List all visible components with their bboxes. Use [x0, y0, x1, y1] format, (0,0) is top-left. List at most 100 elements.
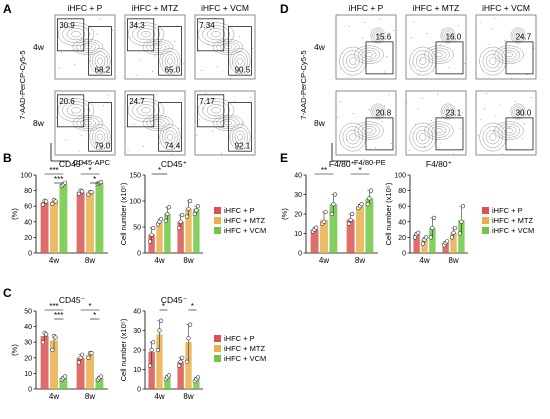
legend-label: iHFC + MTZ: [492, 216, 533, 225]
data-point: [149, 347, 154, 353]
y-tick-label: 60: [398, 204, 406, 211]
event-dot: [134, 123, 136, 125]
bar: [329, 204, 338, 253]
chart-title: CD45⁺: [161, 159, 187, 169]
contour-line: [212, 39, 244, 55]
event-dot: [508, 126, 510, 128]
contour-line: [372, 29, 384, 42]
significance-label: ***: [54, 311, 63, 320]
event-dot: [71, 112, 73, 114]
flow-plot: 7.34 90.5: [194, 14, 256, 80]
y-tick-label: 20: [24, 355, 32, 362]
contour-line: [370, 27, 386, 44]
bar: [148, 234, 155, 253]
contour-line: [424, 121, 454, 140]
event-dot: [377, 33, 379, 35]
contour-line: [57, 98, 95, 122]
event-dot: [232, 62, 234, 64]
contour-line: [229, 124, 251, 151]
panel-letter-e: E: [280, 151, 288, 165]
event-dot: [198, 21, 200, 23]
event-dot: [156, 93, 158, 95]
y-tick-label: 40: [24, 324, 32, 331]
event-dot: [375, 146, 377, 148]
bar: [164, 377, 171, 389]
event-dot: [457, 25, 459, 27]
event-dot: [183, 63, 185, 65]
condition-label: iHFC + MTZ: [413, 3, 460, 13]
data-point: [98, 179, 104, 185]
event-dot: [461, 112, 463, 114]
bar: [320, 219, 328, 253]
y-tick-label: 60: [24, 204, 32, 211]
significance-label: *: [88, 302, 91, 311]
contour-line: [84, 120, 92, 126]
event-dot: [335, 14, 337, 16]
y-tick-label: 40: [398, 219, 406, 226]
event-dot: [417, 74, 419, 76]
data-point: [44, 332, 49, 337]
event-dot: [145, 33, 147, 35]
data-point: [188, 198, 193, 204]
event-dot: [517, 51, 519, 53]
data-point: [195, 204, 201, 209]
data-point: [147, 363, 153, 368]
gate-f480-pos: [435, 117, 464, 151]
data-point: [44, 199, 49, 204]
flow-x-axis-label: F4/80-PE: [354, 158, 386, 167]
bar: [365, 198, 374, 253]
data-point: [149, 232, 154, 237]
bar: [86, 354, 94, 389]
data-point: [192, 211, 197, 217]
contour-line: [164, 130, 176, 144]
bar: [193, 379, 200, 389]
bar: [156, 221, 163, 253]
contour-line: [345, 53, 360, 69]
event-dot: [129, 36, 131, 38]
gate-cd45-pos: [88, 26, 112, 76]
event-dot: [54, 14, 56, 16]
flow-plot: 30.0: [475, 90, 537, 156]
event-dot: [337, 116, 339, 118]
y-tick-label: 0: [28, 387, 32, 394]
gate-percent-bottom: 65.0: [165, 66, 181, 75]
contour-line: [372, 105, 384, 118]
event-dot: [210, 28, 212, 30]
data-point: [459, 219, 464, 224]
legend-swatch: [214, 335, 221, 342]
gate-percent-top: 34.3: [129, 21, 145, 30]
bar: [50, 340, 58, 389]
event-dot: [201, 70, 203, 72]
data-point: [40, 202, 46, 207]
event-dot: [461, 14, 463, 16]
data-point: [53, 335, 58, 340]
contour-line: [72, 39, 104, 55]
contour-line: [84, 44, 92, 50]
event-dot: [249, 96, 251, 98]
event-dot: [415, 123, 417, 125]
data-point: [431, 215, 437, 220]
legend-label: iHFC + P: [492, 206, 523, 215]
event-dot: [67, 26, 69, 28]
contour-line: [62, 25, 90, 44]
legend-swatch: [214, 345, 221, 352]
event-dot: [220, 153, 222, 155]
flow-x-axis-label: CD45-APC: [73, 158, 111, 167]
y-axis-label: (%): [280, 208, 289, 220]
data-point: [359, 202, 364, 207]
chart-title: CD45⁻: [59, 295, 85, 305]
flow-plot: 20.6 79.0: [54, 90, 116, 156]
event-dot: [410, 36, 412, 38]
contour-line: [220, 42, 236, 52]
event-dot: [207, 43, 209, 45]
event-dot: [167, 66, 169, 68]
category-label: 8w: [448, 256, 458, 265]
contour-line: [412, 126, 433, 148]
contour-line: [512, 29, 524, 42]
event-dot: [346, 139, 348, 141]
event-dot: [243, 123, 245, 125]
significance-label: *: [191, 302, 194, 311]
category-label: 4w: [49, 392, 59, 401]
